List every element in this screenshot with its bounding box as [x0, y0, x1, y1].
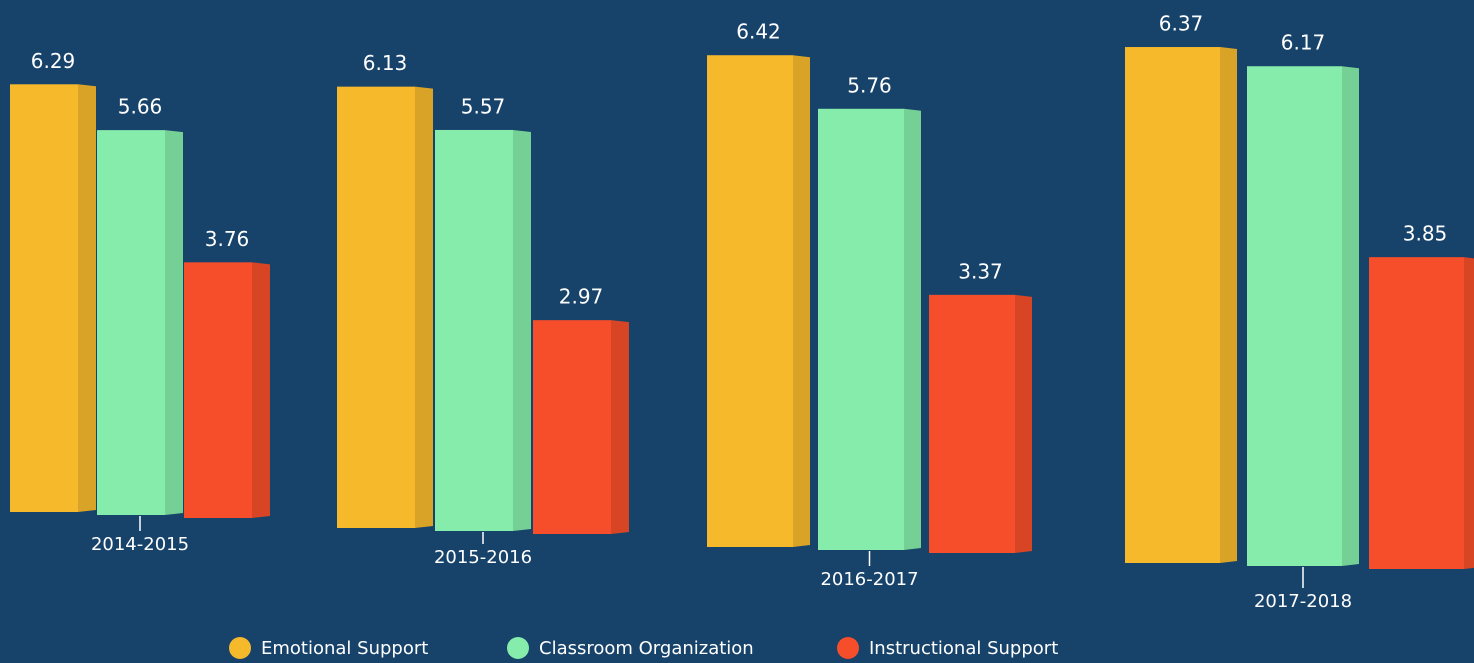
bar: [337, 86, 415, 528]
bar: [435, 129, 513, 531]
bar-side: [1220, 47, 1237, 563]
data-label: 5.76: [847, 73, 892, 97]
legend-label: Classroom Organization: [539, 638, 754, 659]
bar-side: [1342, 66, 1359, 566]
bar: [184, 262, 252, 518]
data-label: 6.37: [1159, 12, 1204, 36]
bar: [1369, 257, 1464, 569]
bar: [97, 130, 165, 515]
x-tick-label: 2015-2016: [434, 547, 532, 568]
bar-side: [415, 86, 433, 528]
bar: [1247, 66, 1342, 566]
legend-label: Instructional Support: [869, 638, 1058, 659]
data-label: 6.17: [1281, 31, 1326, 55]
data-label: 6.13: [363, 51, 408, 75]
bar: [10, 84, 78, 512]
data-label: 2.97: [559, 285, 604, 309]
legend-swatch: [837, 637, 859, 659]
x-tick-label: 2017-2018: [1254, 591, 1352, 612]
bar-side: [611, 320, 629, 534]
legend-swatch: [229, 637, 251, 659]
data-label: 5.66: [118, 95, 163, 119]
bar: [533, 320, 611, 534]
data-label: 6.29: [31, 49, 76, 73]
bar-side: [1015, 294, 1032, 553]
bar: [818, 108, 904, 550]
bar-side: [513, 129, 531, 531]
bar-side: [78, 84, 96, 512]
bar-side: [793, 55, 810, 548]
data-label: 3.37: [958, 259, 1003, 283]
data-label: 6.42: [736, 20, 781, 44]
bar: [707, 55, 793, 548]
data-label: 3.76: [205, 227, 250, 251]
legend-swatch: [507, 637, 529, 659]
bar-side: [1464, 257, 1474, 569]
bar-side: [165, 130, 183, 515]
legend-label: Emotional Support: [261, 638, 428, 659]
x-tick-label: 2016-2017: [820, 569, 918, 590]
bar: [929, 294, 1015, 553]
bar: [1125, 47, 1220, 563]
data-label: 5.57: [461, 94, 506, 118]
bar-side: [904, 108, 921, 550]
bar-side: [252, 262, 270, 518]
x-tick-label: 2014-2015: [91, 534, 189, 555]
data-label: 3.85: [1403, 222, 1448, 246]
